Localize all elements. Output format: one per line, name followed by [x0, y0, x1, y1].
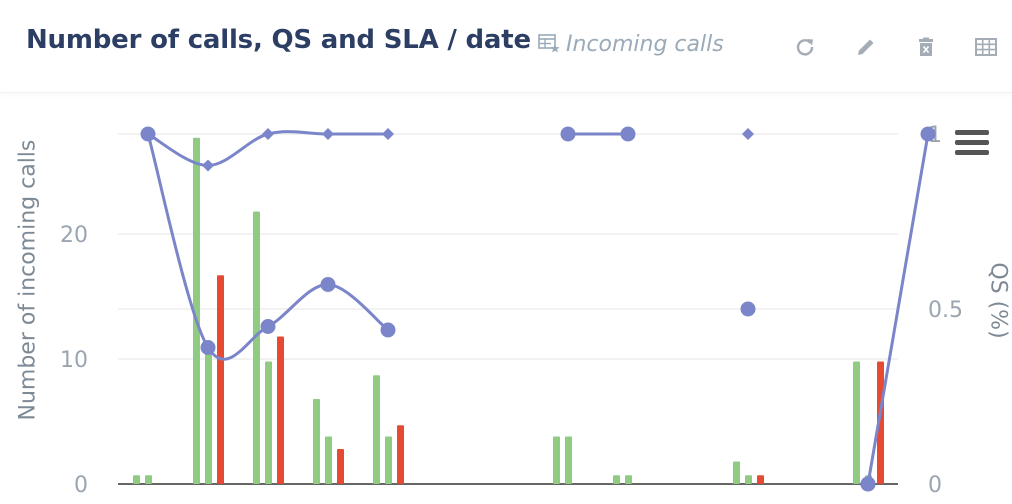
- bar: [277, 336, 284, 484]
- data-source[interactable]: Incoming calls: [538, 32, 724, 57]
- y-tick-right: 0.5: [928, 298, 963, 323]
- table-view-icon: [975, 38, 997, 56]
- delete-button[interactable]: [913, 34, 939, 60]
- qs-point: [262, 128, 274, 140]
- bar: [193, 137, 200, 484]
- y-tick-right: 0: [928, 473, 942, 498]
- chart-header: Number of calls, QS and SLA / date Incom…: [0, 0, 1012, 93]
- qs-point: [560, 126, 576, 142]
- bar: [397, 425, 404, 484]
- data-source-label: Incoming calls: [566, 32, 724, 57]
- bar: [385, 436, 392, 484]
- bar: [853, 361, 860, 484]
- bar: [145, 475, 152, 484]
- y-tick-left: 0: [74, 473, 88, 498]
- qs-point: [860, 476, 876, 492]
- qs-point: [620, 126, 636, 142]
- bar: [745, 475, 752, 484]
- bar: [625, 475, 632, 484]
- bar: [565, 436, 572, 484]
- bar: [217, 275, 224, 484]
- qs-point: [322, 128, 334, 140]
- qs-point: [200, 340, 216, 355]
- table-star-icon: [538, 33, 560, 57]
- hamburger-icon: [955, 130, 989, 135]
- y-tick-left: 10: [60, 348, 88, 373]
- bar: [613, 475, 620, 484]
- qs-point: [380, 322, 396, 338]
- bar: [337, 449, 344, 484]
- chart-title: Number of calls, QS and SLA / date: [26, 25, 531, 55]
- delete-icon: [919, 37, 933, 56]
- qs-line: [146, 133, 389, 361]
- bar: [553, 436, 560, 484]
- qs-point: [320, 277, 336, 292]
- qs-line: [866, 133, 930, 485]
- qs-point: [920, 126, 936, 142]
- y-tick-left: 20: [60, 223, 88, 248]
- qs-point: [740, 301, 756, 317]
- y-axis-right-title: QS (%): [985, 262, 1011, 339]
- edit-button[interactable]: [853, 34, 879, 60]
- bar: [265, 361, 272, 484]
- bar: [757, 475, 764, 484]
- qs-point: [260, 319, 276, 334]
- bar: [253, 211, 260, 484]
- refresh-icon: [796, 39, 814, 56]
- refresh-button[interactable]: [792, 34, 818, 60]
- bar: [733, 461, 740, 484]
- y-axis-left-title: Number of incoming calls: [15, 139, 41, 421]
- bar: [373, 375, 380, 484]
- bar: [205, 346, 212, 484]
- qs-point: [742, 128, 754, 140]
- edit-icon: [858, 39, 874, 55]
- qs-point: [140, 126, 156, 142]
- chart-menu-button[interactable]: [955, 130, 989, 160]
- table-view-button[interactable]: [973, 34, 999, 60]
- bar: [313, 399, 320, 484]
- bar: [133, 475, 140, 484]
- bar: [325, 436, 332, 484]
- qs-point: [382, 128, 394, 140]
- qs-point: [202, 159, 214, 172]
